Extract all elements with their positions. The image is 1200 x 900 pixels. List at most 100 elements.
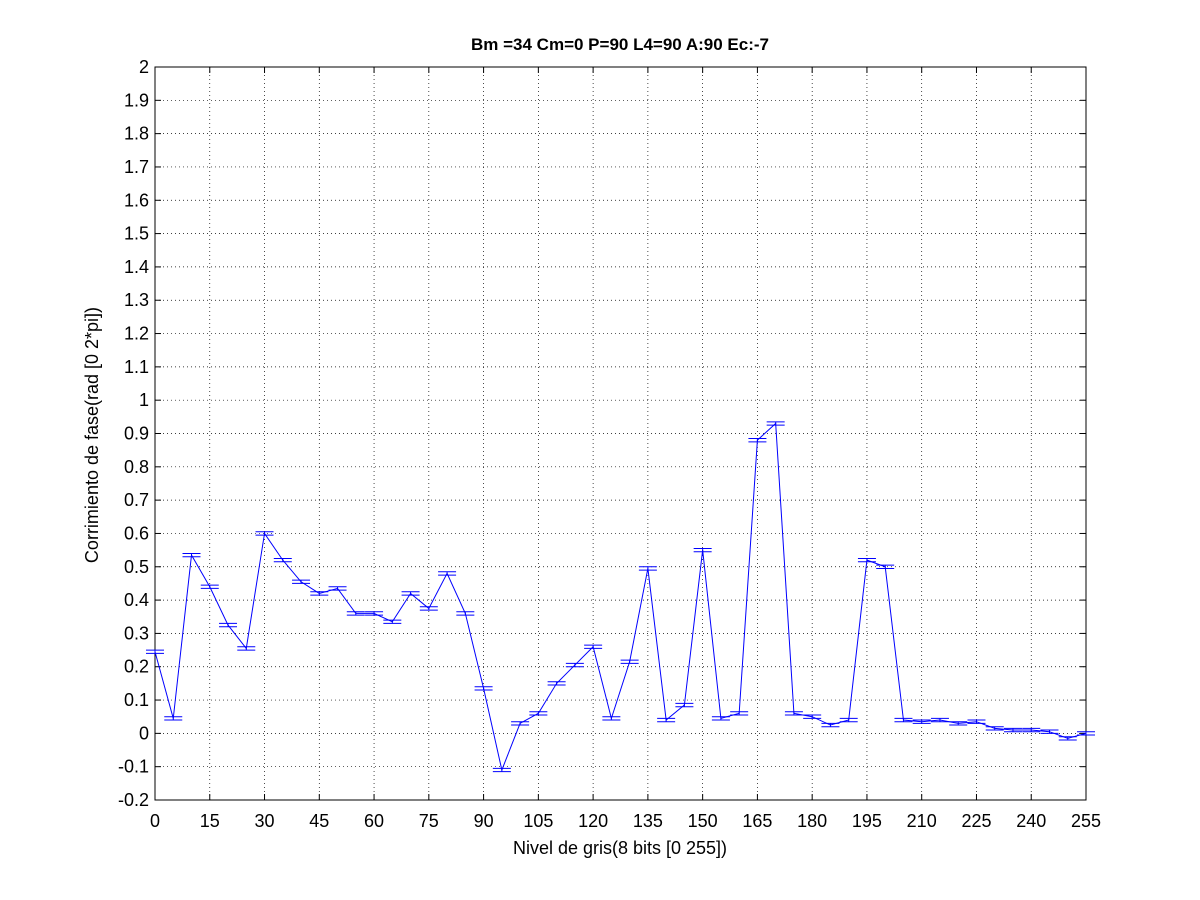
y-tick-label: 0.7: [124, 490, 149, 510]
x-tick-label: 255: [1071, 811, 1101, 831]
x-tick-labels: 0 15 30 45 60 75 90 105 120 135 150 165 180 195 210 225…: [150, 811, 1101, 831]
error-bar: [273, 557, 292, 563]
error-bar: [219, 622, 238, 628]
error-bar: [638, 566, 657, 571]
error-bar: [292, 579, 311, 584]
y-axis-label: Corrimiento de fase(rad [0 2*pi]): [82, 307, 102, 563]
error-bar: [967, 719, 986, 724]
x-tick-label: 15: [200, 811, 220, 831]
y-tick-label: 1.8: [124, 124, 149, 144]
error-bar: [438, 571, 457, 576]
error-bar: [730, 711, 749, 716]
error-bar: [365, 611, 384, 616]
y-tick-label: 0.4: [124, 590, 149, 610]
y-tick-label: 0.6: [124, 523, 149, 543]
error-bar: [237, 646, 256, 651]
y-tick-label: 1.4: [124, 257, 149, 277]
y-tick-label: 1.2: [124, 324, 149, 344]
error-bar: [182, 552, 201, 558]
error-bar: [693, 547, 712, 553]
error-bar: [930, 717, 949, 723]
error-bar: [255, 531, 274, 536]
x-tick-label: 240: [1016, 811, 1046, 831]
y-tick-label: 2: [139, 57, 149, 77]
x-axis-label: Nivel de gris(8 bits [0 255]): [513, 838, 727, 858]
error-bar: [146, 649, 164, 654]
error-bar: [1040, 729, 1059, 734]
error-bar: [328, 586, 347, 591]
error-bar: [1077, 731, 1095, 736]
error-bar: [200, 584, 219, 589]
y-tick-label: 1.5: [124, 224, 149, 244]
error-bar: [894, 717, 913, 723]
chart-title: Bm =34 Cm=0 P=90 L4=90 A:90 Ec:-7: [471, 35, 769, 54]
y-tick-label: 1.7: [124, 157, 149, 177]
error-bar: [784, 711, 803, 716]
y-tick-label: 1.1: [124, 357, 149, 377]
x-tick-label: 150: [688, 811, 718, 831]
x-tick-label: 165: [742, 811, 772, 831]
x-tick-label: 120: [578, 811, 608, 831]
y-tick-label: 1: [139, 390, 149, 410]
error-bar: [401, 591, 420, 596]
error-bar: [857, 557, 876, 563]
error-bar: [839, 717, 858, 723]
y-tick-label: 1.3: [124, 290, 149, 310]
error-bar: [310, 591, 329, 596]
x-tick-label: 210: [907, 811, 937, 831]
axis-ticks: [154, 66, 1087, 801]
error-bar: [346, 611, 365, 616]
x-tick-label: 195: [852, 811, 882, 831]
series-line: [154, 422, 1087, 772]
y-tick-label: 1.9: [124, 90, 149, 110]
error-bar: [529, 711, 548, 716]
y-tick-label: 0.3: [124, 623, 149, 643]
error-bar: [675, 702, 694, 708]
x-tick-label: 0: [150, 811, 160, 831]
y-tick-label: -0.1: [118, 757, 149, 777]
error-bar: [584, 644, 603, 649]
error-bar: [492, 767, 511, 773]
error-bar: [511, 721, 530, 726]
error-bar: [1022, 727, 1041, 733]
error-bar: [949, 721, 968, 726]
x-tick-label: 90: [474, 811, 494, 831]
error-bar: [821, 722, 840, 728]
y-tick-label: -0.2: [118, 790, 149, 810]
error-bar: [766, 421, 785, 426]
error-bar: [565, 662, 584, 668]
y-tick-label: 0.1: [124, 690, 149, 710]
error-bar: [547, 681, 566, 686]
error-bar: [711, 716, 730, 721]
error-bar: [1058, 736, 1077, 741]
error-bar: [164, 716, 183, 721]
y-tick-label: 0.9: [124, 424, 149, 444]
error-bar: [474, 686, 493, 691]
y-tick-label: 0.2: [124, 657, 149, 677]
x-tick-label: 30: [255, 811, 275, 831]
series-layer: [146, 421, 1095, 773]
x-tick-label: 105: [523, 811, 553, 831]
y-tick-label: 0.5: [124, 557, 149, 577]
x-tick-label: 135: [633, 811, 663, 831]
error-bar: [602, 716, 621, 721]
error-bar: [876, 564, 895, 569]
error-bar: [912, 719, 931, 724]
y-tick-label: 1.6: [124, 190, 149, 210]
error-bar: [803, 714, 822, 719]
error-bar: [1003, 727, 1022, 733]
x-tick-label: 75: [419, 811, 439, 831]
y-tick-label: 0.8: [124, 457, 149, 477]
error-bar: [620, 659, 639, 664]
x-tick-label: 180: [797, 811, 827, 831]
y-tick-labels: -0.2 -0.1 0 0.1 0.2 0.3 0.4 0.5 0.6 0.7 0.8 0.9 1 1.1…: [118, 57, 149, 810]
x-tick-label: 45: [309, 811, 329, 831]
x-tick-label: 60: [364, 811, 384, 831]
error-bar: [383, 619, 402, 624]
y-tick-label: 0: [139, 723, 149, 743]
error-bar: [985, 726, 1004, 731]
x-tick-label: 225: [961, 811, 991, 831]
error-bar: [419, 606, 438, 611]
